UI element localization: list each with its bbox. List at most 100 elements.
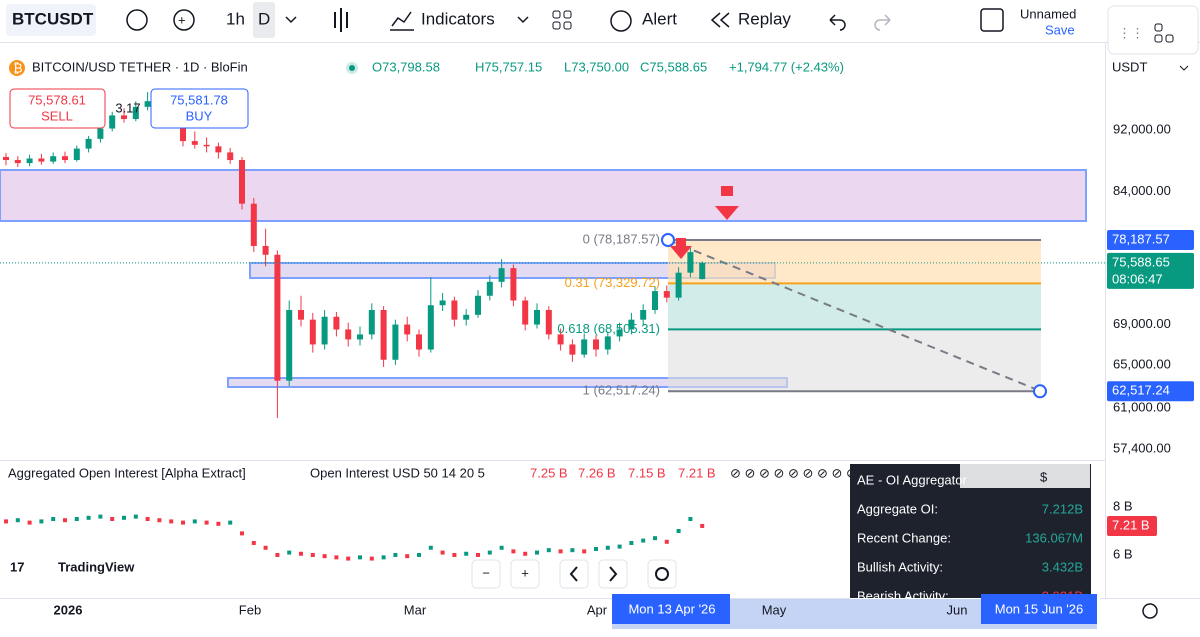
candle-body [663, 291, 670, 298]
crosshair-time: Mon 13 Apr '26 [628, 601, 715, 616]
alert-icon[interactable] [610, 10, 632, 32]
currency[interactable]: USDT [1112, 59, 1147, 74]
templates-icon[interactable] [552, 21, 561, 30]
oi-mark [51, 517, 56, 522]
widgets-icon[interactable] [1154, 23, 1163, 32]
candle-body [191, 141, 198, 145]
drag-handle[interactable]: ⋮⋮ [1118, 25, 1144, 40]
oi-mark [287, 550, 292, 555]
templates-icon[interactable] [552, 10, 561, 19]
add-symbol[interactable] [173, 9, 195, 31]
indicators-button[interactable]: Indicators [421, 9, 495, 28]
layout-checkbox[interactable] [980, 8, 1004, 32]
reset-icon[interactable] [655, 567, 669, 581]
widget-bar[interactable] [1107, 5, 1199, 55]
candle-body [132, 106, 139, 120]
candle-body [144, 101, 151, 107]
sell-label[interactable]: SELL [41, 108, 73, 123]
buy-price[interactable]: 75,581.78 [170, 92, 228, 107]
open-value: O73,798.58 [372, 59, 440, 74]
candle-body [215, 146, 222, 153]
oi-mark [417, 552, 421, 557]
chevron[interactable] [517, 16, 529, 24]
scroll-right[interactable] [598, 559, 628, 589]
scroll-left[interactable] [559, 559, 589, 589]
indicators-icon[interactable] [390, 11, 414, 31]
candle-body [451, 300, 458, 320]
candle-body [180, 122, 186, 142]
interval[interactable]: D [258, 9, 270, 28]
candle-body [557, 334, 564, 345]
oi-mark [546, 548, 551, 553]
buy-button[interactable] [150, 88, 249, 129]
oi-mark [476, 552, 480, 557]
time-label: Mar [404, 602, 427, 617]
replay-icon[interactable] [710, 12, 730, 28]
templates-icon[interactable] [563, 10, 572, 19]
undo[interactable] [829, 14, 846, 31]
zoom-in-icon[interactable]: + [521, 565, 529, 580]
templates-icon[interactable] [563, 21, 572, 30]
time-label: 2026 [54, 602, 83, 617]
indicator-params: Open Interest USD 50 14 20 5 [310, 465, 485, 480]
candle-body [427, 305, 434, 350]
oi-mark [310, 552, 315, 557]
reset-chart[interactable] [647, 559, 677, 589]
oi-tick-label: 6 B [1113, 546, 1133, 561]
settings-icon[interactable] [1142, 603, 1158, 619]
dollar-icon[interactable]: $ [1040, 469, 1048, 484]
oi-mark [558, 549, 563, 554]
compare-icon[interactable] [126, 9, 148, 31]
candle-body [357, 334, 363, 340]
alert-button[interactable]: Alert [642, 9, 677, 28]
widgets-icon[interactable] [1165, 34, 1174, 43]
candle-body [404, 324, 411, 335]
replay-button[interactable]: Replay [738, 9, 791, 28]
time-label: Feb [239, 602, 261, 617]
oi-mark [181, 520, 185, 525]
chevron[interactable] [1179, 65, 1189, 71]
oi-reading: 7.15 B [628, 465, 666, 480]
symbol[interactable]: BTCUSDT [12, 9, 94, 28]
candle-body [439, 300, 446, 306]
buy-label[interactable]: BUY [186, 108, 213, 123]
sell-button[interactable] [9, 88, 106, 129]
chevron[interactable] [285, 16, 297, 24]
chart-type-icon[interactable] [334, 8, 348, 32]
candle-body [475, 295, 481, 315]
arrow-marker [715, 186, 739, 220]
interval[interactable]: 1h [226, 9, 245, 28]
layout-name[interactable]: Unnamed [1020, 6, 1076, 21]
pane-actions[interactable] [960, 464, 1090, 488]
oi-mark [405, 554, 410, 559]
zoom-out[interactable] [471, 559, 501, 589]
left-icon[interactable] [569, 566, 578, 582]
price-label-bg [1107, 381, 1194, 402]
candle-body [640, 310, 647, 320]
sell-price[interactable]: 75,578.61 [28, 92, 86, 107]
candle-body [286, 310, 293, 381]
widgets-icon[interactable] [1154, 34, 1163, 43]
candle-body [321, 316, 328, 345]
oi-mark [464, 551, 469, 556]
zoom-in[interactable] [510, 559, 540, 589]
candle-body [498, 268, 505, 282]
zoom-controls: − + [471, 559, 677, 589]
right-icon[interactable] [609, 566, 618, 582]
interval-active[interactable] [253, 2, 275, 38]
oi-last-bg [1107, 515, 1157, 536]
redo[interactable] [874, 14, 891, 31]
oi-mark [86, 515, 91, 520]
coin-symbol: ₿ [13, 60, 23, 75]
oi-mark [582, 549, 587, 554]
save-button[interactable]: Save [1045, 22, 1075, 37]
candle-body [616, 329, 623, 337]
candle-body [227, 152, 234, 161]
oi-mark [122, 515, 126, 520]
zoom-out-icon[interactable]: − [482, 565, 490, 580]
symbol-box[interactable] [6, 4, 96, 36]
oi-mark [228, 520, 233, 525]
oi-mark [487, 550, 492, 555]
oi-mark [27, 520, 32, 525]
